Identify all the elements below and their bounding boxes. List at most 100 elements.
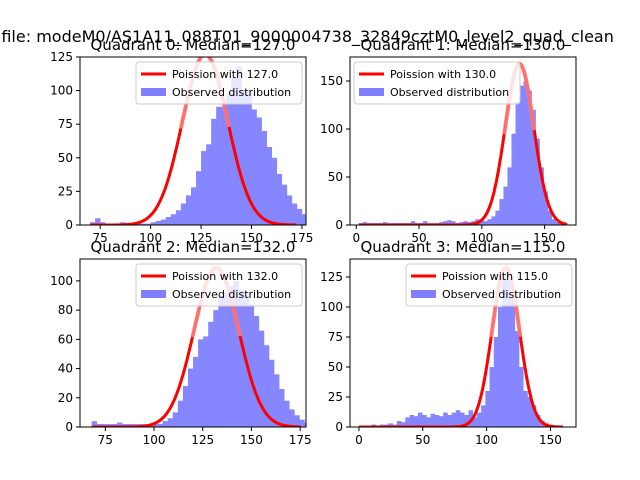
x-tick-label: 50 <box>411 231 426 245</box>
x-tick-label: 100 <box>143 433 166 447</box>
histogram-bar <box>271 157 278 225</box>
histogram-bar <box>447 220 452 225</box>
histogram-bar <box>312 221 317 225</box>
histogram-bar <box>438 416 444 427</box>
y-tick-label: 75 <box>58 117 73 131</box>
y-tick-label: 25 <box>328 390 343 404</box>
histogram-bar <box>221 106 227 225</box>
y-tick-label: 0 <box>65 420 73 434</box>
histogram-bar <box>413 416 419 427</box>
histogram-bar <box>555 222 560 225</box>
legend: Poission with 130.0 Observed distribution <box>353 61 521 105</box>
histogram-bar <box>117 422 123 427</box>
histogram-bar <box>495 210 500 225</box>
histogram-bar <box>198 339 204 427</box>
histogram-bar <box>510 297 516 427</box>
histogram-bar <box>218 295 224 427</box>
histogram-bar <box>493 337 499 427</box>
histogram-bar <box>304 422 306 427</box>
y-tick-label: 0 <box>65 218 73 232</box>
histogram-bar <box>447 415 452 427</box>
histogram-bar <box>499 199 504 225</box>
histogram-bar <box>539 167 544 225</box>
x-tick-label: 150 <box>240 231 263 245</box>
histogram-bar <box>274 374 280 427</box>
histogram-bar <box>523 391 528 427</box>
x-tick-label: 75 <box>93 231 108 245</box>
legend-box <box>135 61 303 105</box>
legend-box <box>353 61 521 105</box>
histogram-bar <box>503 186 508 225</box>
histogram-bar <box>91 421 98 427</box>
legend-hist-swatch <box>141 88 166 96</box>
legend-label-poisson: Poission with 130.0 <box>390 68 496 81</box>
histogram-bar <box>284 400 290 427</box>
legend: Poission with 127.0 Observed distribution <box>135 61 303 105</box>
legend: Poission with 115.0 Observed distribution <box>405 263 573 307</box>
figure-title: n file: modeM0/AS1A11_088T01_9000004738_… <box>0 27 614 47</box>
histogram-bar <box>266 147 272 225</box>
legend-label-poisson: Poission with 115.0 <box>442 270 548 283</box>
legend-label-observed: Observed distribution <box>172 288 291 301</box>
histogram-bar <box>511 133 516 225</box>
histogram-bar <box>481 405 486 427</box>
histogram-bar <box>172 412 179 427</box>
legend-label-observed: Observed distribution <box>390 86 509 99</box>
histogram-bar <box>423 221 428 225</box>
histogram-bar <box>253 315 260 427</box>
legend-hist-swatch <box>359 88 384 96</box>
histogram-bar <box>208 321 214 427</box>
histogram-bar <box>464 415 469 427</box>
histogram-bar <box>251 109 257 225</box>
histogram-bar <box>145 223 151 225</box>
quadrant-1-title: Quadrant 1: Median=130.0 <box>361 36 566 54</box>
histogram-bar <box>310 424 315 427</box>
histogram-bar <box>531 405 537 427</box>
poisson-curve <box>358 265 565 427</box>
legend-box <box>405 263 573 307</box>
histogram-bar <box>155 220 162 225</box>
histogram-bar <box>535 415 541 427</box>
histogram-bar <box>547 210 552 225</box>
y-tick-label: 100 <box>50 84 73 98</box>
histogram-bar <box>216 106 222 225</box>
histogram-bar <box>241 90 247 225</box>
x-tick-label: 125 <box>190 231 213 245</box>
x-tick-label: 150 <box>533 231 556 245</box>
histogram-bar <box>238 289 244 427</box>
histogram-bar <box>165 216 172 225</box>
histogram-bar <box>193 356 199 427</box>
histogram-bar <box>497 307 503 427</box>
legend-hist-swatch <box>411 290 436 298</box>
histogram-bar <box>476 412 482 427</box>
histogram-bar <box>443 412 448 427</box>
histogram-bar <box>248 304 255 427</box>
x-tick-label: 100 <box>139 231 162 245</box>
quadrant-0-title: Quadrant 0: Median=127.0 <box>91 36 296 54</box>
histogram-bar <box>167 418 174 427</box>
histogram-bar <box>451 412 457 427</box>
legend-label-poisson: Poission with 132.0 <box>172 270 278 283</box>
histogram-bar <box>485 391 490 427</box>
histogram-bar <box>317 222 322 225</box>
histogram-bar <box>177 400 184 427</box>
y-tick-label: 125 <box>320 270 343 284</box>
y-tick-label: 50 <box>58 151 73 165</box>
histogram-bar <box>261 130 267 225</box>
y-tick-label: 100 <box>320 300 343 314</box>
histogram-bar <box>160 219 167 225</box>
histogram-bar <box>434 415 440 427</box>
legend-label-poisson: Poission with 127.0 <box>172 68 278 81</box>
histogram-bar <box>233 280 239 427</box>
histogram-bar <box>411 221 416 225</box>
histogram-bar <box>294 415 300 427</box>
axes-frame <box>349 56 577 226</box>
histogram-bar <box>463 221 468 225</box>
histogram-bar <box>422 415 427 427</box>
y-tick-label: 40 <box>58 362 73 376</box>
histogram-bar <box>451 221 456 225</box>
histogram-bar <box>185 195 192 225</box>
x-tick-label: 175 <box>289 433 312 447</box>
y-tick-label: 75 <box>328 330 343 344</box>
